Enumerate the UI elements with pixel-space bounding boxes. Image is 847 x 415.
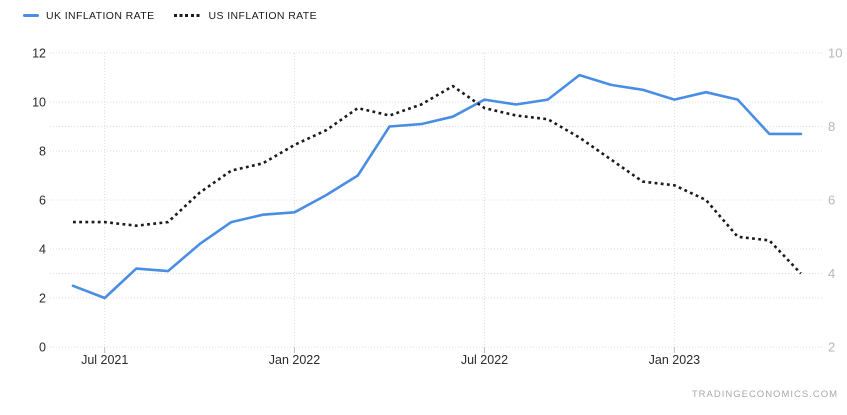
x-axis-tick-label: Jul 2022 xyxy=(461,353,508,367)
left-axis-tick-label: 12 xyxy=(32,47,46,61)
legend-label-uk: UK INFLATION RATE xyxy=(46,10,155,22)
watermark: TRADINGECONOMICS.COM xyxy=(691,389,838,400)
uk-inflation-line[interactable] xyxy=(71,73,803,300)
right-axis-tick-label: 2 xyxy=(828,340,835,355)
right-axis-tick-label: 8 xyxy=(828,119,835,134)
left-axis-tick-label: 2 xyxy=(39,292,46,306)
uk-line-swatch-icon xyxy=(23,14,39,17)
us-inflation-line[interactable] xyxy=(73,84,802,275)
left-axis-tick-label: 4 xyxy=(39,243,46,257)
left-axis-tick-label: 10 xyxy=(32,96,46,110)
right-axis-tick-label: 6 xyxy=(828,193,835,208)
legend-item-uk[interactable]: UK INFLATION RATE xyxy=(23,9,155,22)
us-dotted-swatch-icon xyxy=(173,14,202,17)
right-axis-tick-label: 10 xyxy=(828,46,842,61)
x-axis-tick-label: Jan 2023 xyxy=(649,353,700,367)
right-axis-tick-label: 4 xyxy=(828,266,835,281)
legend-label-us: US INFLATION RATE xyxy=(208,10,318,22)
left-axis-tick-label: 8 xyxy=(39,145,46,159)
left-axis-tick-label: 0 xyxy=(39,341,46,355)
x-axis-tick-label: Jan 2022 xyxy=(269,353,320,367)
x-axis-tick-label: Jul 2021 xyxy=(81,353,128,367)
left-axis-tick-label: 6 xyxy=(39,194,46,208)
legend: UK INFLATION RATE US INFLATION RATE xyxy=(23,9,317,22)
legend-item-us[interactable]: US INFLATION RATE xyxy=(173,9,318,22)
